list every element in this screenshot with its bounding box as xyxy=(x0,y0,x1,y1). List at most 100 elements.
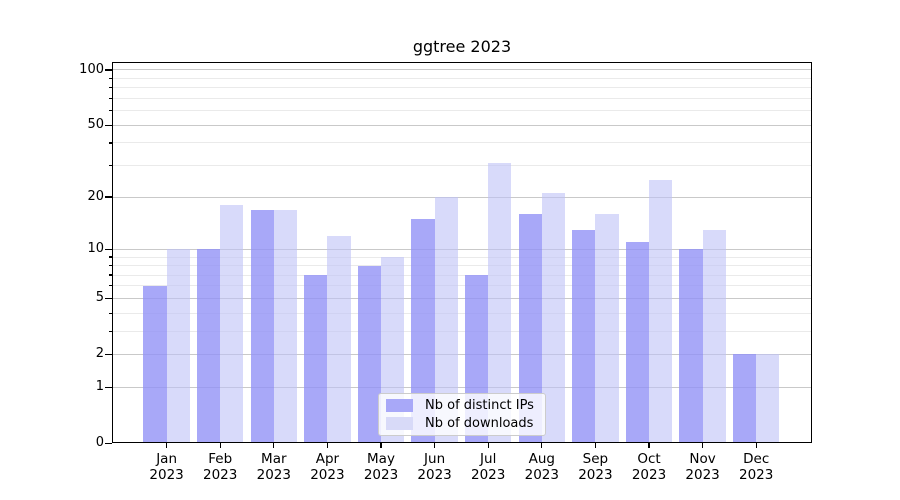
y-minor-tick xyxy=(108,264,112,267)
y-minor-tick xyxy=(108,142,112,144)
y-major-tick xyxy=(105,442,112,444)
chart-title: ggtree 2023 xyxy=(412,37,512,56)
legend-label-downloads: Nb of downloads xyxy=(425,416,534,431)
y-gridline-minor xyxy=(113,142,811,144)
x-tick xyxy=(166,443,168,448)
y-gridline-major xyxy=(113,124,811,126)
x-tick xyxy=(755,443,757,448)
bar-downloads-sep xyxy=(595,214,619,444)
y-gridline-major xyxy=(113,248,811,250)
y-gridline-minor xyxy=(113,285,811,287)
y-gridline-major xyxy=(113,386,811,388)
y-gridline-minor xyxy=(113,265,811,267)
legend-label-distinct-ips: Nb of distinct IPs xyxy=(425,398,534,413)
x-tick-label: Aug 2023 xyxy=(524,451,559,484)
bar-downloads-mar xyxy=(273,209,298,444)
x-tick-label: Mar 2023 xyxy=(256,451,291,484)
bar-downloads-oct xyxy=(649,179,673,444)
x-tick xyxy=(434,443,436,448)
y-tick-label: 50 xyxy=(87,117,104,133)
y-minor-tick xyxy=(108,285,112,287)
y-tick-label: 20 xyxy=(87,189,104,205)
y-major-tick xyxy=(105,353,112,356)
y-tick-label: 0 xyxy=(95,435,104,451)
x-tick-label: Feb 2023 xyxy=(203,451,238,484)
bar-distinct-ips-dec xyxy=(732,354,757,444)
x-tick xyxy=(648,443,650,448)
y-major-tick xyxy=(105,196,112,198)
x-tick xyxy=(594,443,596,448)
y-gridline-major xyxy=(113,353,811,355)
y-tick-label: 5 xyxy=(95,290,104,306)
x-tick-label: Jul 2023 xyxy=(471,451,506,484)
y-tick-label: 100 xyxy=(79,61,104,77)
y-major-tick xyxy=(105,297,112,299)
x-tick-label: Apr 2023 xyxy=(310,451,345,484)
y-gridline-minor xyxy=(113,77,811,79)
y-major-tick xyxy=(105,248,112,250)
legend-row-distinct-ips: Nb of distinct IPs xyxy=(386,398,538,413)
bar-distinct-ips-mar xyxy=(250,209,274,444)
y-minor-tick xyxy=(108,274,112,276)
x-tick-label: Dec 2023 xyxy=(739,451,774,484)
y-major-tick xyxy=(105,386,112,388)
legend-row-downloads: Nb of downloads xyxy=(386,416,538,431)
x-tick-label: Jan 2023 xyxy=(149,451,184,484)
y-gridline-minor xyxy=(113,330,811,332)
x-tick xyxy=(273,443,275,448)
x-tick xyxy=(219,443,221,448)
x-tick-label: May 2023 xyxy=(363,451,399,484)
legend-swatch-downloads xyxy=(386,417,413,430)
x-tick-label: Oct 2023 xyxy=(631,451,667,484)
bar-distinct-ips-jun xyxy=(411,219,435,444)
y-gridline-minor xyxy=(113,274,811,276)
bar-downloads-jan xyxy=(166,249,190,444)
bar-downloads-jun xyxy=(434,197,458,444)
y-minor-tick xyxy=(108,87,112,89)
x-tick xyxy=(702,443,704,448)
bar-distinct-ips-oct xyxy=(625,242,649,444)
y-minor-tick xyxy=(108,312,112,314)
x-tick-label: Nov 2023 xyxy=(685,451,720,484)
bar-downloads-jul xyxy=(488,162,512,444)
bar-downloads-dec xyxy=(756,354,780,444)
y-gridline-minor xyxy=(113,256,811,258)
y-minor-tick xyxy=(108,97,112,100)
y-minor-tick xyxy=(108,330,112,332)
bar-distinct-ips-feb xyxy=(196,249,221,444)
bar-downloads-apr xyxy=(327,235,351,444)
y-minor-tick xyxy=(108,164,112,167)
y-tick-label: 1 xyxy=(95,379,104,395)
y-minor-tick xyxy=(108,77,112,80)
legend: Nb of distinct IPs Nb of downloads xyxy=(378,393,546,436)
bar-distinct-ips-aug xyxy=(518,214,542,444)
y-gridline-minor xyxy=(113,165,811,167)
bar-downloads-feb xyxy=(220,205,244,444)
x-tick xyxy=(487,443,489,448)
y-gridline-minor xyxy=(113,312,811,314)
y-tick-label: 2 xyxy=(95,346,104,362)
y-tick-label: 10 xyxy=(87,241,104,257)
y-gridline-minor xyxy=(113,87,811,89)
x-tick-label: Jun 2023 xyxy=(417,451,452,484)
y-gridline-major xyxy=(113,297,811,299)
y-gridline-minor xyxy=(113,98,811,99)
bar-distinct-ips-nov xyxy=(679,249,703,444)
bar-downloads-nov xyxy=(702,229,726,444)
bar-distinct-ips-sep xyxy=(572,229,596,444)
y-gridline-minor xyxy=(113,110,811,112)
y-minor-tick xyxy=(108,110,112,112)
bar-distinct-ips-may xyxy=(357,265,381,444)
bar-distinct-ips-apr xyxy=(304,275,328,444)
bar-distinct-ips-jan xyxy=(143,285,167,444)
x-tick-label: Sep 2023 xyxy=(578,451,613,484)
bar-downloads-aug xyxy=(541,193,566,444)
y-major-tick xyxy=(105,124,112,126)
y-major-tick xyxy=(105,69,112,71)
y-gridline-major xyxy=(113,196,811,198)
x-tick xyxy=(541,443,543,448)
y-minor-tick xyxy=(108,256,112,258)
y-gridline-major xyxy=(113,69,811,71)
x-tick xyxy=(380,443,382,448)
